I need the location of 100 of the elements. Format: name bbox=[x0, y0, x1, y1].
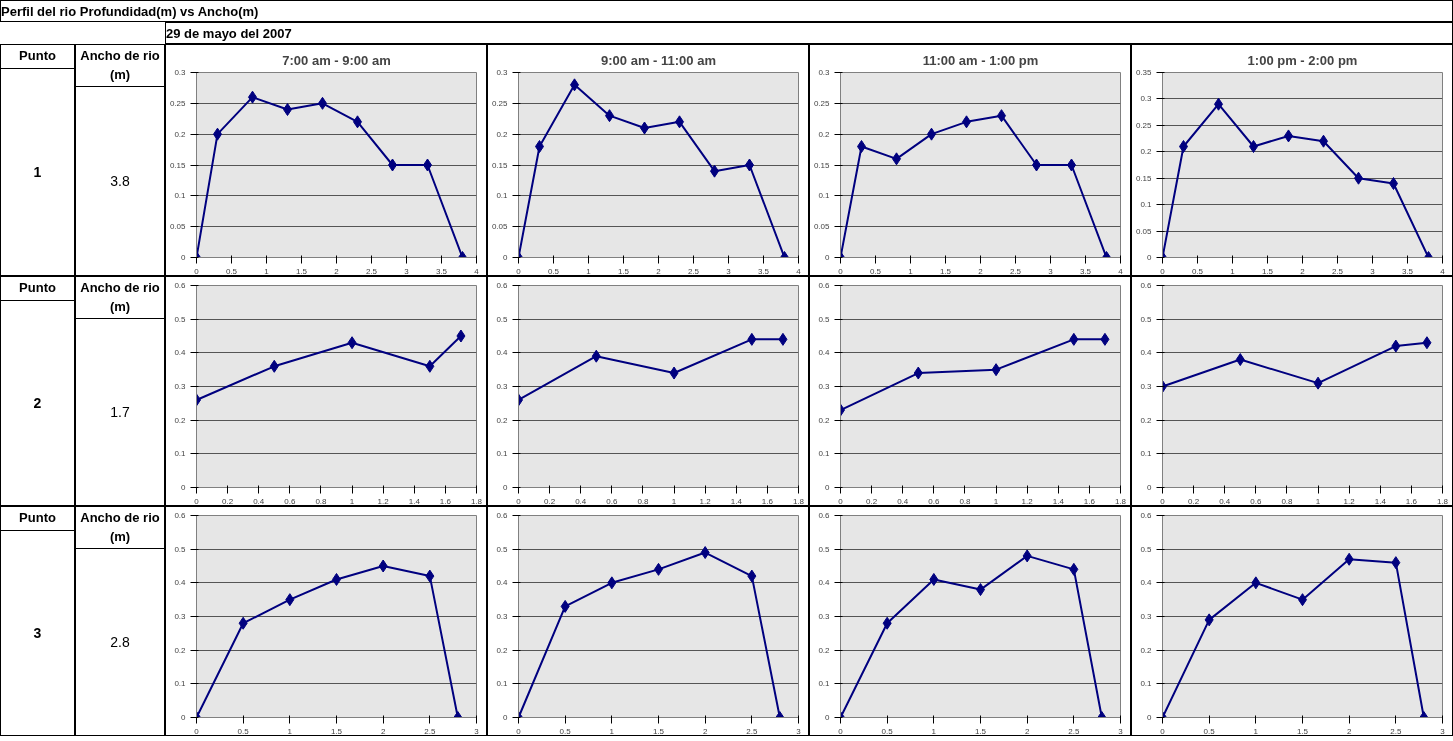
text: Punto bbox=[1, 507, 74, 531]
x-tick-label: 1.5 bbox=[652, 726, 665, 736]
x-tick-label: 3.5 bbox=[1079, 266, 1092, 276]
y-tick-label: 0.3 bbox=[174, 68, 187, 77]
y-tick-label: 0.6 bbox=[174, 511, 187, 520]
x-tick-label: 3 bbox=[404, 266, 410, 276]
y-tick-label: 0.6 bbox=[818, 511, 831, 520]
y-tick-label: 0.4 bbox=[818, 348, 831, 358]
y-tick-label: 0.2 bbox=[496, 415, 509, 425]
y-tick-label: 0.1 bbox=[818, 449, 831, 459]
x-tick-label: 0 bbox=[194, 496, 200, 506]
chart-title: 1:00 pm - 2:00 pm bbox=[1247, 52, 1358, 68]
y-tick-label: 0.3 bbox=[1140, 612, 1153, 621]
y-tick-label: 0 bbox=[181, 253, 187, 262]
x-tick-label: 1 bbox=[1230, 266, 1236, 276]
y-tick-label: 0.3 bbox=[1140, 382, 1153, 391]
y-tick-label: 0.05 bbox=[169, 222, 187, 232]
x-tick-label: 0.8 bbox=[637, 496, 650, 506]
x-tick-label: 1 bbox=[349, 496, 355, 506]
y-tick-label: 0 bbox=[503, 483, 509, 492]
x-tick-label: 2 bbox=[334, 266, 340, 276]
y-tick-label: 0.2 bbox=[174, 415, 187, 425]
y-tick-label: 0.6 bbox=[1140, 281, 1153, 290]
point bbox=[1235, 353, 1245, 367]
point bbox=[882, 616, 892, 630]
x-tick-label: 1.8 bbox=[1436, 496, 1449, 506]
y-tick-label: 0 bbox=[825, 713, 831, 722]
y-tick-label: 0.1 bbox=[174, 191, 187, 201]
y-tick-label: 0.6 bbox=[174, 281, 187, 290]
x-tick-label: 1.6 bbox=[1405, 496, 1418, 506]
text: Perfil del rio Profundidad(m) vs Ancho(m) bbox=[1, 3, 259, 21]
point bbox=[929, 572, 939, 586]
y-tick-label: 0.3 bbox=[818, 68, 831, 77]
y-tick-label: 0.05 bbox=[1135, 226, 1153, 236]
x-tick-label: 1 bbox=[287, 726, 293, 736]
x-tick-label: 1.8 bbox=[1114, 496, 1127, 506]
x-tick-label: 0.2 bbox=[222, 496, 234, 506]
x-tick-label: 0.4 bbox=[253, 496, 265, 506]
y-tick-label: 0.6 bbox=[818, 281, 831, 290]
x-tick-label: 1 bbox=[993, 496, 999, 506]
text: Punto bbox=[1, 45, 74, 69]
y-tick-label: 0.6 bbox=[496, 281, 509, 290]
x-tick-label: 1.5 bbox=[939, 266, 952, 276]
y-tick-label: 0.1 bbox=[1140, 200, 1153, 210]
y-tick-label: 0.4 bbox=[496, 348, 509, 358]
y-tick-label: 0.3 bbox=[818, 612, 831, 621]
point bbox=[1391, 339, 1401, 353]
text: 2 bbox=[32, 393, 43, 413]
point bbox=[1022, 549, 1032, 563]
x-tick-label: 0 bbox=[516, 496, 522, 506]
x-tick-label: 2.5 bbox=[1331, 266, 1344, 276]
y-tick-label: 0.2 bbox=[174, 645, 187, 655]
text: Punto bbox=[1, 277, 74, 301]
y-tick-label: 0.2 bbox=[818, 415, 831, 425]
point bbox=[1313, 376, 1323, 390]
x-tick-label: 2 bbox=[1300, 266, 1306, 276]
y-tick-label: 0.2 bbox=[496, 645, 509, 655]
y-tick-label: 0.15 bbox=[813, 160, 831, 170]
point bbox=[269, 359, 279, 373]
y-tick-label: 0.25 bbox=[813, 98, 831, 108]
x-tick-label: 1 bbox=[1253, 726, 1259, 736]
y-tick-label: 0.35 bbox=[1135, 68, 1153, 77]
x-tick-label: 1.5 bbox=[1261, 266, 1274, 276]
y-tick-label: 0.1 bbox=[496, 679, 509, 689]
y-tick-label: 0.25 bbox=[169, 98, 187, 108]
y-tick-label: 0.5 bbox=[818, 314, 831, 324]
y-tick-label: 0 bbox=[1147, 483, 1153, 492]
x-tick-label: 1.6 bbox=[761, 496, 774, 506]
x-tick-label: 1.4 bbox=[730, 496, 743, 506]
point bbox=[1100, 332, 1110, 346]
point bbox=[238, 616, 248, 630]
x-tick-label: 1.6 bbox=[1083, 496, 1096, 506]
y-tick-label: 0.4 bbox=[174, 578, 187, 588]
text: 3 bbox=[32, 623, 43, 643]
x-tick-label: 2.5 bbox=[687, 266, 700, 276]
point bbox=[1204, 613, 1214, 627]
x-tick-label: 2 bbox=[656, 266, 662, 276]
x-tick-label: 3.5 bbox=[1401, 266, 1414, 276]
y-tick-label: 0.1 bbox=[818, 679, 831, 689]
y-tick-label: 0.25 bbox=[491, 98, 509, 108]
x-tick-label: 1.2 bbox=[699, 496, 712, 506]
y-tick-label: 0 bbox=[181, 713, 187, 722]
x-tick-label: 2 bbox=[1346, 726, 1352, 736]
point bbox=[1422, 336, 1432, 350]
y-tick-label: 0.5 bbox=[496, 544, 509, 554]
x-tick-label: 2 bbox=[978, 266, 984, 276]
y-tick-label: 0.2 bbox=[174, 129, 187, 139]
x-tick-label: 4 bbox=[796, 266, 802, 276]
y-tick-label: 0.25 bbox=[1135, 120, 1153, 130]
point bbox=[669, 366, 679, 380]
y-tick-label: 0.5 bbox=[496, 314, 509, 324]
x-tick-label: 1.5 bbox=[1296, 726, 1309, 736]
y-tick-label: 0.4 bbox=[174, 348, 187, 358]
x-tick-label: 0 bbox=[838, 726, 844, 736]
y-tick-label: 0.05 bbox=[813, 222, 831, 232]
x-tick-label: 0.8 bbox=[315, 496, 328, 506]
x-tick-label: 0.5 bbox=[881, 726, 894, 736]
point bbox=[425, 359, 435, 373]
x-tick-label: 3 bbox=[1370, 266, 1376, 276]
y-tick-label: 0.1 bbox=[496, 449, 509, 459]
